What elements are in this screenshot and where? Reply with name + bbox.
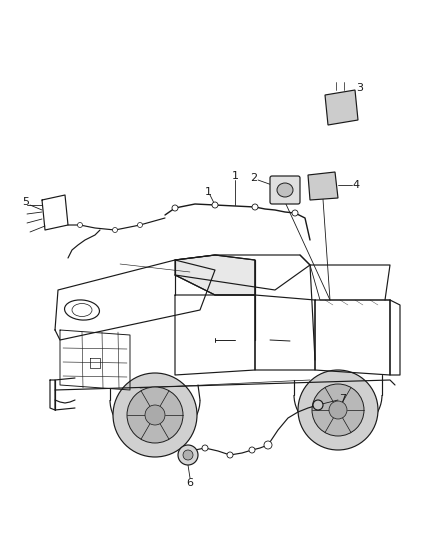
Circle shape (264, 441, 272, 449)
Circle shape (329, 401, 347, 419)
Ellipse shape (277, 183, 293, 197)
Polygon shape (325, 90, 358, 125)
Text: 7: 7 (339, 394, 346, 404)
Polygon shape (308, 172, 338, 200)
Text: 5: 5 (22, 197, 29, 207)
Text: 6: 6 (187, 478, 194, 488)
Circle shape (252, 204, 258, 210)
Circle shape (127, 387, 183, 443)
Text: 1: 1 (205, 187, 212, 197)
Circle shape (212, 202, 218, 208)
Circle shape (227, 452, 233, 458)
Text: 2: 2 (251, 173, 258, 183)
Circle shape (113, 373, 197, 457)
Circle shape (183, 450, 193, 460)
Circle shape (313, 400, 323, 410)
Circle shape (249, 447, 255, 453)
Text: 4: 4 (353, 180, 360, 190)
Circle shape (178, 445, 198, 465)
Circle shape (145, 405, 165, 425)
Circle shape (202, 445, 208, 451)
Polygon shape (175, 255, 255, 295)
Text: 3: 3 (357, 83, 364, 93)
Circle shape (292, 210, 298, 216)
Circle shape (312, 384, 364, 436)
FancyBboxPatch shape (270, 176, 300, 204)
Circle shape (113, 228, 117, 232)
Circle shape (78, 222, 82, 228)
Circle shape (138, 222, 142, 228)
Circle shape (172, 205, 178, 211)
Text: 1: 1 (232, 171, 239, 181)
Circle shape (298, 370, 378, 450)
